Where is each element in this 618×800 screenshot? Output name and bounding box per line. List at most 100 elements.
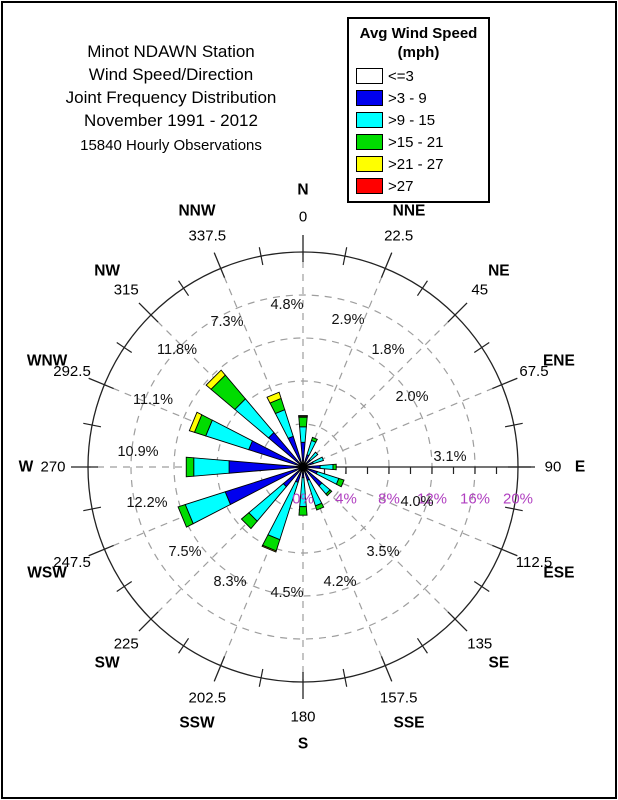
direction-name-label: NNW bbox=[178, 203, 215, 220]
direction-total-label: 7.3% bbox=[210, 314, 243, 330]
legend-label: >9 - 15 bbox=[388, 111, 436, 129]
legend-item: >9 - 15 bbox=[356, 112, 481, 128]
petal-segment bbox=[177, 504, 194, 528]
direction-tick bbox=[380, 252, 393, 278]
petal-SW bbox=[240, 466, 304, 530]
direction-total-label: 4.0% bbox=[400, 494, 433, 510]
petal-segment bbox=[193, 457, 230, 477]
direction-name-label: SW bbox=[95, 654, 120, 671]
direction-total-label: 4.8% bbox=[270, 297, 303, 313]
direction-name-label: ESE bbox=[543, 565, 574, 582]
grid-spoke bbox=[150, 469, 301, 620]
grid-spoke bbox=[303, 268, 386, 464]
petal-segment bbox=[310, 436, 318, 443]
petal-segment bbox=[314, 502, 325, 511]
direction-tick bbox=[138, 611, 159, 632]
direction-tick bbox=[88, 377, 114, 390]
direction-tick bbox=[492, 544, 518, 557]
petal-SE bbox=[302, 466, 333, 497]
legend-swatch bbox=[356, 134, 383, 150]
midpoint-tick bbox=[178, 637, 190, 654]
grid-spoke bbox=[220, 470, 303, 666]
grid-spoke bbox=[306, 467, 502, 550]
grid-spoke bbox=[220, 268, 303, 464]
direction-degrees-label: 0 bbox=[299, 209, 307, 226]
center-dot bbox=[298, 462, 308, 472]
direction-tick bbox=[138, 302, 159, 323]
midpoint-tick bbox=[258, 668, 264, 687]
midpoint-tick bbox=[342, 247, 348, 266]
midpoint-tick bbox=[473, 342, 490, 354]
petal-E bbox=[302, 463, 337, 471]
title-line: Joint Frequency Distribution bbox=[65, 88, 277, 107]
direction-degrees-label: 247.5 bbox=[53, 554, 91, 571]
grid-spoke bbox=[305, 314, 456, 465]
direction-name-label: ENE bbox=[543, 352, 575, 369]
direction-tick bbox=[213, 656, 226, 682]
legend-label: >15 - 21 bbox=[388, 133, 444, 151]
midpoint-tick bbox=[342, 668, 348, 687]
direction-degrees-label: 292.5 bbox=[53, 363, 91, 380]
direction-degrees-label: 337.5 bbox=[189, 228, 227, 245]
petal-NW bbox=[205, 369, 304, 468]
midpoint-tick bbox=[116, 342, 133, 354]
midpoint-tick bbox=[504, 506, 523, 512]
observations-count: 15840 Hourly Observations bbox=[80, 137, 262, 154]
direction-name-label: NE bbox=[488, 263, 510, 280]
direction-total-label: 10.9% bbox=[117, 444, 158, 460]
direction-total-label: 4.5% bbox=[270, 585, 303, 601]
direction-degrees-label: 315 bbox=[114, 282, 139, 299]
title-line: Wind Speed/Direction bbox=[88, 65, 254, 84]
petal-segment bbox=[332, 463, 337, 471]
legend-swatch bbox=[356, 112, 383, 128]
petal-W bbox=[185, 456, 304, 478]
direction-total-label: 7.5% bbox=[168, 544, 201, 560]
direction-name-label: SSW bbox=[179, 714, 215, 731]
radial-axis-label: 20% bbox=[503, 491, 533, 508]
title-line: Minot NDAWN Station bbox=[87, 42, 255, 61]
direction-degrees-label: 135 bbox=[467, 635, 492, 652]
direction-name-label: SSE bbox=[393, 714, 424, 731]
midpoint-tick bbox=[83, 422, 102, 428]
midpoint-tick bbox=[416, 280, 428, 297]
legend-swatch bbox=[356, 90, 383, 106]
direction-tick bbox=[447, 611, 468, 632]
petal-segment bbox=[234, 398, 275, 439]
legend-title: Avg Wind Speed (mph) bbox=[359, 25, 478, 61]
direction-degrees-label: 180 bbox=[290, 709, 315, 726]
legend-item: >3 - 9 bbox=[356, 90, 481, 106]
midpoint-tick bbox=[473, 580, 490, 592]
legend-label: >21 - 27 bbox=[388, 155, 444, 173]
direction-total-label: 3.5% bbox=[366, 544, 399, 560]
petal-segment bbox=[298, 506, 308, 516]
direction-degrees-label: 45 bbox=[471, 282, 488, 299]
radial-axis-label: 8% bbox=[378, 491, 400, 508]
legend-item: >21 - 27 bbox=[356, 156, 481, 172]
petal-WSW bbox=[177, 466, 304, 528]
petal-segment bbox=[311, 456, 325, 465]
midpoint-tick bbox=[83, 506, 102, 512]
direction-name-label: W bbox=[19, 459, 34, 476]
petal-segment bbox=[298, 416, 308, 428]
petal-segment bbox=[185, 456, 195, 478]
grid-spoke bbox=[306, 384, 502, 467]
grid-spoke bbox=[303, 470, 386, 666]
direction-degrees-label: 67.5 bbox=[519, 363, 548, 380]
direction-name-label: E bbox=[575, 459, 585, 476]
legend-label: <=3 bbox=[388, 67, 414, 85]
legend-swatch bbox=[356, 156, 383, 172]
direction-total-label: 3.1% bbox=[433, 449, 466, 465]
direction-tick bbox=[213, 252, 226, 278]
legend-swatch bbox=[356, 68, 383, 84]
legend-items: <=3 >3 - 9 >9 - 15 >15 - 21 >21 - 27 >27 bbox=[356, 68, 481, 194]
direction-total-label: 12.2% bbox=[126, 495, 167, 511]
petal-segment bbox=[274, 409, 294, 439]
midpoint-tick bbox=[178, 280, 190, 297]
petal-segment bbox=[188, 411, 203, 433]
direction-total-label: 2.0% bbox=[395, 389, 428, 405]
petal-segment bbox=[325, 489, 333, 497]
direction-tick bbox=[88, 544, 114, 557]
petal-WNW bbox=[188, 411, 304, 468]
legend-label: >3 - 9 bbox=[388, 89, 427, 107]
